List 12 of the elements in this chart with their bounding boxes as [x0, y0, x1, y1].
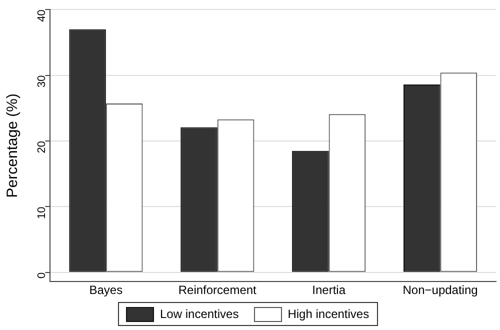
x-tick-label: Bayes: [89, 283, 123, 298]
y-tick-label: 10: [36, 206, 48, 219]
legend-label: High incentives: [288, 307, 370, 321]
y-tick-label: 40: [36, 10, 48, 22]
x-tick-label: Inertia: [312, 283, 346, 298]
x-tick-label: Non−updating: [402, 283, 478, 298]
y-tick-label: 20: [36, 141, 48, 154]
y-tick-label: 30: [36, 75, 48, 88]
x-tick-label: Reinforcement: [178, 283, 258, 298]
legend-label: Low incentives: [160, 307, 239, 321]
y-axis-title: Percentage (%): [4, 93, 22, 198]
y-tick-label: 0: [36, 272, 48, 279]
